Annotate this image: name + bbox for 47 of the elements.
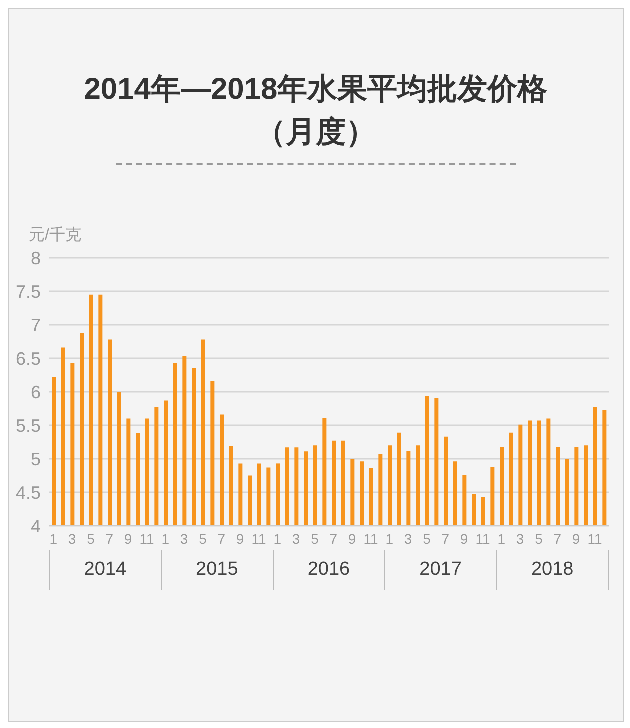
x-tick-label: 7 xyxy=(330,530,338,547)
text: 2016 xyxy=(272,550,384,590)
text: 2017 xyxy=(384,550,496,590)
x-tick-label: 3 xyxy=(68,530,76,547)
x-tick-label: 9 xyxy=(572,530,580,547)
chart-subtitle: （月度） xyxy=(255,115,377,151)
x-tick-label: 7 xyxy=(218,530,226,547)
y-tick-label: 5 xyxy=(30,449,41,470)
x-tick-label: 5 xyxy=(535,530,544,547)
x-tick-label: 5 xyxy=(199,530,208,547)
x-tick-label: 5 xyxy=(87,530,96,547)
x-tick-label: 9 xyxy=(460,530,468,547)
x-tick-label: 1 xyxy=(386,530,394,547)
y-tick-label: 8 xyxy=(30,248,41,268)
text: 2018 xyxy=(496,550,609,590)
x-tick-label: 1 xyxy=(50,530,58,547)
x-tick-label: 3 xyxy=(292,530,300,547)
x-tick-label: 1 xyxy=(498,530,506,547)
y-tick-label: 6.5 xyxy=(16,348,41,369)
x-tick-label: 3 xyxy=(516,530,524,547)
x-tick-label: 9 xyxy=(124,530,132,547)
x-tick-label: 11 xyxy=(140,530,154,547)
x-tick-label: 5 xyxy=(423,530,432,547)
chart-title: 2014年—2018年水果平均批发价格 xyxy=(83,72,549,108)
x-tick-label: 9 xyxy=(236,530,244,547)
text: 2014 xyxy=(49,550,161,590)
x-tick-label: 11 xyxy=(252,530,266,547)
y-tick-label: 7.5 xyxy=(16,282,41,302)
x-tick-label: 11 xyxy=(364,530,378,547)
text: 2015 xyxy=(160,550,273,590)
y-tick-label: 7 xyxy=(30,315,41,336)
x-tick-label: 5 xyxy=(311,530,320,547)
y-tick-label: 6 xyxy=(30,382,41,402)
x-tick-label: 7 xyxy=(106,530,114,547)
y-tick-label: 5.5 xyxy=(16,416,41,436)
x-tick-label: 1 xyxy=(274,530,282,547)
y-tick-label: 4.5 xyxy=(16,482,41,503)
y-axis-title: 元/千克 xyxy=(29,226,82,246)
x-tick-label: 1 xyxy=(162,530,170,547)
x-tick-label: 7 xyxy=(442,530,450,547)
x-tick-label: 3 xyxy=(180,530,188,547)
x-tick-label: 3 xyxy=(404,530,412,547)
x-tick-label: 9 xyxy=(348,530,356,547)
y-tick-label: 4 xyxy=(30,516,41,536)
x-tick-label: 7 xyxy=(554,530,562,547)
x-tick-label: 11 xyxy=(476,530,490,547)
x-tick-label: 11 xyxy=(588,530,602,547)
